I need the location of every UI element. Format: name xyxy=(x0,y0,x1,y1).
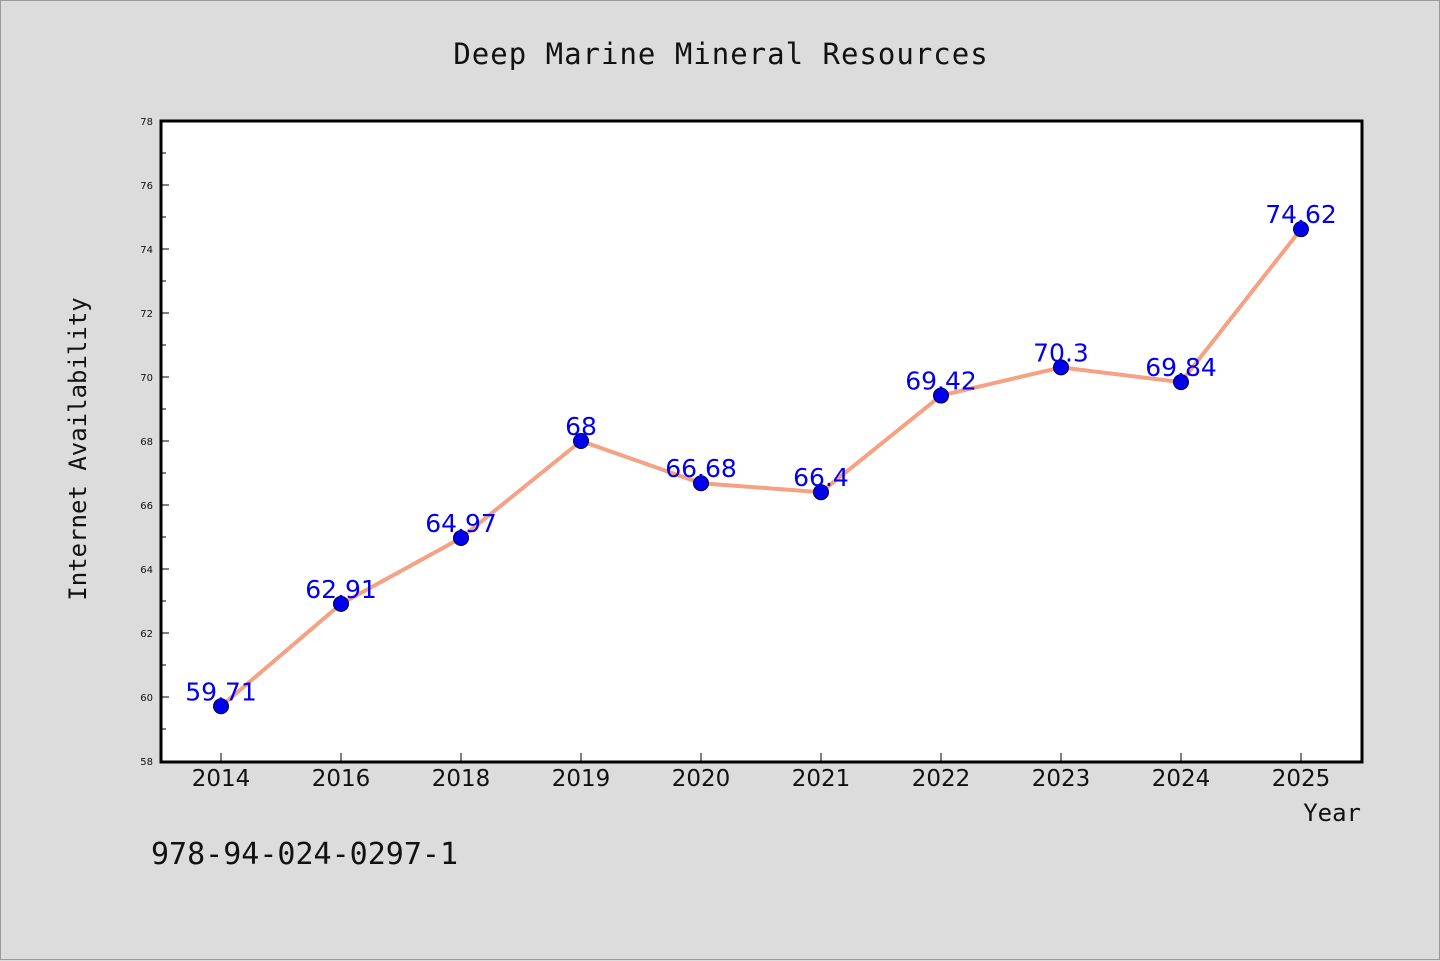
x-tick-label: 2014 xyxy=(192,766,251,792)
x-axis-label: Year xyxy=(1303,799,1361,827)
data-label: 70.3 xyxy=(1033,338,1089,367)
data-label: 64.97 xyxy=(425,509,497,538)
y-tick-label: 66 xyxy=(140,501,153,512)
series-markers xyxy=(213,221,1309,715)
y-tick-label: 58 xyxy=(140,757,153,768)
x-tick-label: 2023 xyxy=(1032,766,1091,792)
data-label: 74.62 xyxy=(1265,200,1337,229)
data-point xyxy=(813,484,829,501)
data-point xyxy=(1053,359,1069,376)
x-tick-label: 2020 xyxy=(672,766,731,792)
y-tick-label: 62 xyxy=(140,629,153,640)
isbn-code: 978-94-024-0297-1 xyxy=(151,837,458,872)
x-tick-label: 2016 xyxy=(312,766,371,792)
data-label: 66.4 xyxy=(793,463,849,492)
x-tick-label: 2018 xyxy=(432,766,491,792)
x-tick-label: 2019 xyxy=(552,766,611,792)
x-tick-label: 2024 xyxy=(1152,766,1211,792)
data-point xyxy=(453,529,469,546)
data-point xyxy=(1173,374,1189,391)
data-point xyxy=(573,433,589,449)
y-tick-label: 76 xyxy=(140,181,153,192)
y-tick-label: 70 xyxy=(140,373,153,384)
data-point xyxy=(333,595,349,612)
data-point xyxy=(693,475,709,492)
data-label: 69.42 xyxy=(905,367,977,396)
data-label: 66.68 xyxy=(665,454,737,483)
data-labels: 59.71 62.91 64.97 68 66.68 66.4 69.42 70.3 69.84… xyxy=(185,200,1337,706)
data-point xyxy=(1293,221,1309,238)
x-tick-label: 2025 xyxy=(1272,766,1331,792)
y-tick-label: 78 xyxy=(140,117,153,128)
x-tick-label: 2021 xyxy=(792,766,851,792)
y-tick-label: 68 xyxy=(140,437,153,448)
y-tick-label: 60 xyxy=(140,693,153,704)
y-axis: 58 60 62 64 66 68 70 72 74 76 78 xyxy=(140,117,169,768)
y-tick-label: 72 xyxy=(140,309,153,320)
plot-area xyxy=(159,119,1364,764)
data-point xyxy=(213,698,229,715)
y-tick-label: 74 xyxy=(140,245,153,256)
y-axis-label: Internet Availability xyxy=(64,297,92,600)
data-point xyxy=(933,387,949,404)
x-axis: 2014 2016 2018 2019 2020 2021 2022 2023 2024 2025 xyxy=(192,753,1331,792)
series-line xyxy=(219,227,1303,709)
data-label: 59.71 xyxy=(185,677,257,706)
data-label: 68 xyxy=(565,412,597,441)
chart-title: Deep Marine Mineral Resources xyxy=(453,37,988,71)
y-tick-label: 64 xyxy=(140,565,153,576)
data-label: 62.91 xyxy=(305,575,377,604)
data-label: 69.84 xyxy=(1145,353,1217,382)
x-tick-label: 2022 xyxy=(912,766,971,792)
